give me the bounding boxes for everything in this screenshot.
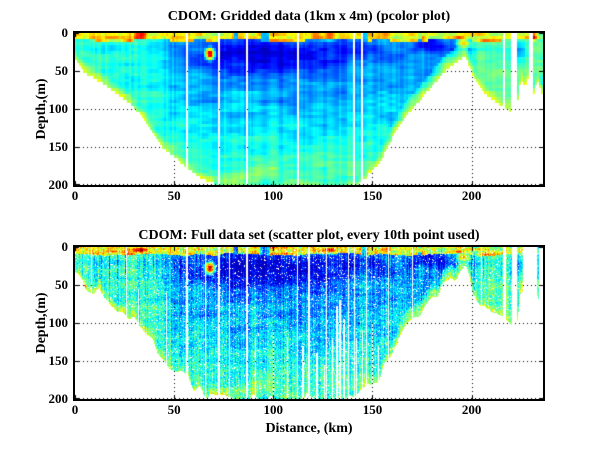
y-tick-label: 200	[48, 177, 69, 192]
bottom-plot-scatter-canvas	[73, 245, 545, 401]
top-plot-title: CDOM: Gridded data (1km x 4m) (pcolor pl…	[167, 9, 451, 24]
x-tick-label: 0	[71, 188, 79, 203]
y-tick-label: 0	[61, 239, 69, 254]
x-tick-label: 100	[263, 188, 284, 203]
x-tick-label: 200	[461, 402, 482, 417]
y-tick-label: 0	[61, 25, 69, 40]
bottom-plot-title: CDOM: Full data set (scatter plot, every…	[138, 228, 480, 243]
x-tick-label: 100	[263, 402, 284, 417]
y-tick-label: 50	[55, 63, 68, 78]
x-tick-label: 150	[362, 402, 383, 417]
x-tick-label: 150	[362, 188, 383, 203]
x-axis-label: Distance, (km)	[265, 421, 353, 436]
x-tick-label: 0	[71, 402, 79, 417]
y-tick-label: 150	[48, 353, 69, 368]
x-tick-label: 50	[167, 402, 181, 417]
top-plot-pcolor-canvas	[73, 31, 545, 187]
y-tick-label: 50	[55, 277, 68, 292]
y-tick-label: 100	[48, 315, 69, 330]
x-tick-label: 50	[167, 188, 181, 203]
y-tick-label: 150	[48, 139, 69, 154]
y-tick-label: 200	[48, 391, 69, 406]
y-tick-label: 100	[48, 101, 69, 116]
x-tick-label: 200	[461, 188, 482, 203]
